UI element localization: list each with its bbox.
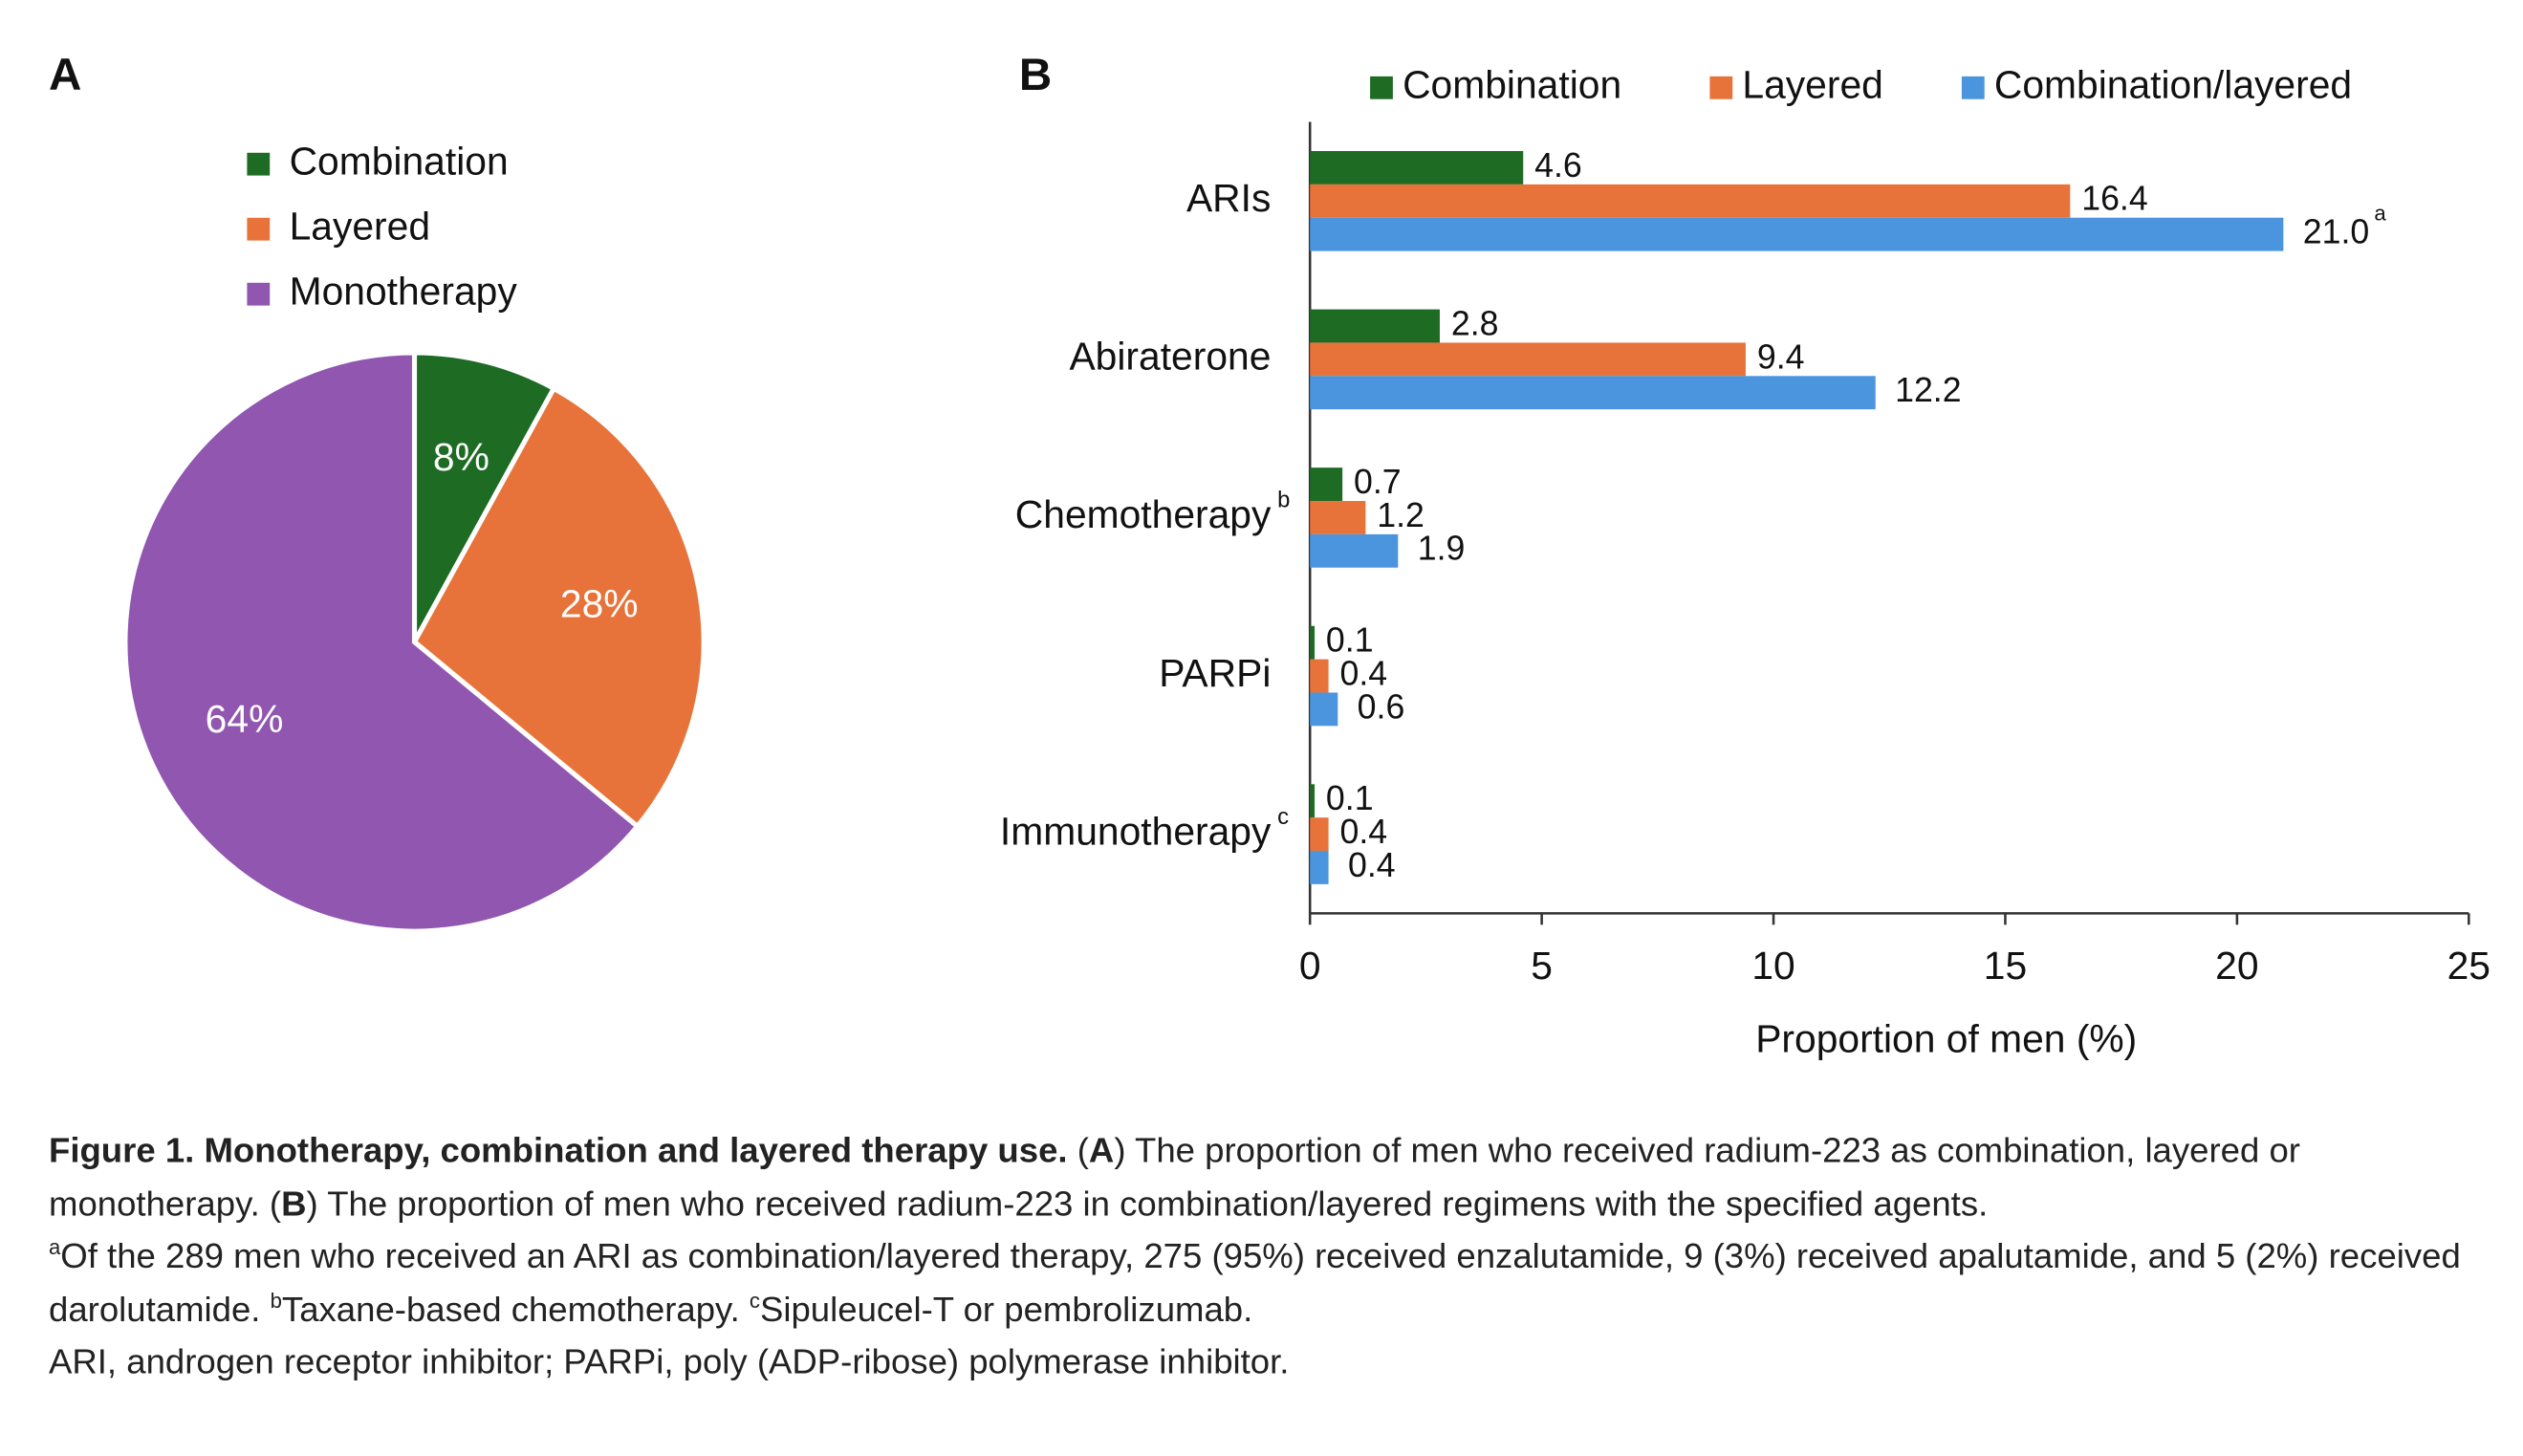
- y-tick-label: ARIs: [1186, 176, 1271, 220]
- value-label: 1.2: [1377, 496, 1425, 534]
- charts: A Combination Layered Monotherapy 8% 28% 64% B C…: [49, 50, 2490, 1060]
- value-label: 0.1: [1326, 779, 1374, 817]
- bar: [1310, 625, 1316, 660]
- slice-label: 8%: [433, 435, 489, 479]
- legend-swatch: [247, 152, 271, 176]
- caption-paragraph: Figure 1. Monotherapy, combination and l…: [49, 1124, 2503, 1230]
- slice-label: 28%: [560, 581, 639, 625]
- y-tick-label: Abiraterone: [1069, 335, 1271, 379]
- legend-label: Layered: [290, 204, 430, 248]
- x-tick-label: 0: [1299, 944, 1321, 988]
- bar: [1310, 467, 1343, 502]
- x-tick-label: 10: [1751, 944, 1794, 988]
- footnote-mark: a: [49, 1234, 61, 1260]
- caption-text: B: [281, 1184, 307, 1224]
- legend-swatch: [247, 217, 271, 241]
- panel-label: A: [49, 50, 81, 100]
- bar: [1310, 692, 1338, 727]
- value-label: 2.8: [1451, 304, 1499, 342]
- bar: [1310, 376, 1876, 410]
- footnote-text: Of the 289 men who received an ARI as co…: [49, 1236, 2461, 1329]
- y-tick-label: PARPi: [1159, 651, 1271, 695]
- caption-text: ) The proportion of men who received rad…: [306, 1184, 1989, 1224]
- pie-slice: [411, 350, 557, 643]
- pie-slice: [411, 384, 707, 830]
- bar: [1310, 851, 1329, 884]
- pie-slice: [122, 350, 642, 934]
- value-label: 21.0: [2303, 213, 2369, 251]
- x-tick-label: 5: [1531, 944, 1553, 988]
- value-label: 0.4: [1339, 654, 1387, 692]
- bar: [1310, 784, 1316, 818]
- caption-text: Figure 1. Monotherapy, combination and l…: [49, 1131, 1068, 1170]
- legend-swatch: [1370, 76, 1393, 99]
- y-tick-label: Immunotherapy: [1000, 809, 1272, 853]
- panel-label: B: [1019, 50, 1052, 100]
- category-note: b: [1277, 488, 1290, 513]
- bar: [1310, 217, 2284, 251]
- value-note: a: [2374, 202, 2386, 226]
- slice-label: 64%: [206, 697, 284, 741]
- value-label: 9.4: [1757, 337, 1805, 376]
- caption-abbreviations: ARI, androgen receptor inhibitor; PARPi,…: [49, 1342, 1290, 1381]
- value-label: 0.1: [1326, 621, 1374, 660]
- legend-swatch: [1709, 76, 1733, 99]
- footnote-mark: b: [270, 1287, 282, 1313]
- legend-label: Combination/layered: [1994, 63, 2352, 107]
- legend-swatch: [247, 282, 271, 306]
- y-tick-label: Chemotherapy: [1015, 492, 1272, 536]
- value-label: 1.9: [1418, 530, 1466, 568]
- bar: [1310, 659, 1329, 693]
- x-tick-label: 25: [2447, 944, 2490, 988]
- value-label: 16.4: [2081, 180, 2147, 218]
- caption-footnotes: aOf the 289 men who received an ARI as c…: [49, 1230, 2503, 1336]
- value-label: 0.7: [1354, 463, 1402, 501]
- value-label: 4.6: [1534, 146, 1582, 185]
- caption: Figure 1. Monotherapy, combination and l…: [49, 1124, 2503, 1388]
- footnote-text: Sipuleucel-T or pembrolizumab.: [759, 1289, 1253, 1329]
- legend-label: Combination: [290, 139, 509, 183]
- bar: [1310, 817, 1329, 852]
- category-note: c: [1277, 804, 1289, 830]
- caption-text: ) The proportion of men who received rad…: [49, 1131, 2300, 1224]
- bar: [1310, 501, 1366, 534]
- bar: [1310, 533, 1399, 568]
- x-tick-label: 15: [1984, 944, 2027, 988]
- legend-label: Layered: [1742, 63, 1882, 107]
- bar: [1310, 184, 2071, 218]
- footnote-text: Taxane-based chemotherapy.: [281, 1289, 750, 1329]
- x-tick-label: 20: [2215, 944, 2258, 988]
- legend-label: Combination: [1403, 63, 1621, 107]
- bar: [1310, 151, 1524, 185]
- x-axis-label: Proportion of men (%): [1755, 1016, 2137, 1060]
- legend-label: Monotherapy: [290, 269, 518, 313]
- caption-text: (: [1067, 1131, 1089, 1170]
- bar: [1310, 309, 1440, 343]
- caption-text: A: [1088, 1131, 1115, 1170]
- value-label: 0.4: [1339, 813, 1387, 851]
- value-label: 0.6: [1358, 687, 1405, 726]
- footnote-mark: c: [749, 1287, 760, 1313]
- legend-swatch: [1961, 76, 1985, 99]
- value-label: 0.4: [1348, 846, 1396, 884]
- bar: [1310, 342, 1746, 377]
- value-label: 12.2: [1895, 371, 1961, 409]
